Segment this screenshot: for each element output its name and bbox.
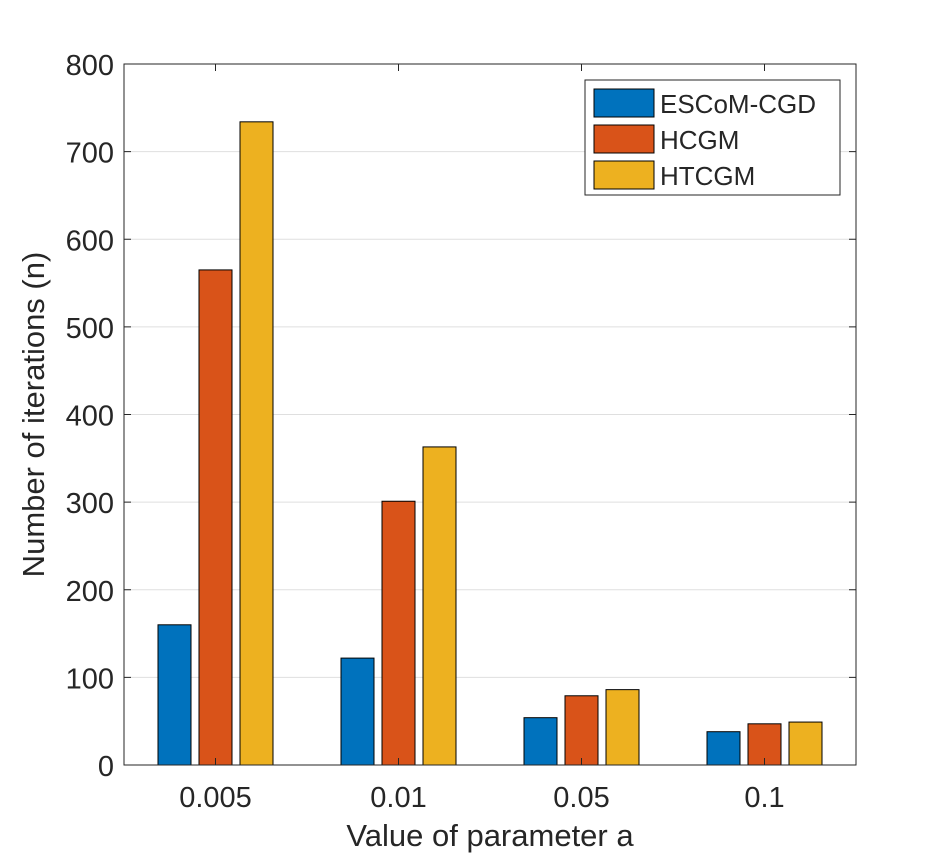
y-tick-label: 300	[66, 488, 114, 520]
x-tick-label: 0.005	[179, 782, 252, 814]
y-tick-label: 600	[66, 225, 114, 257]
y-tick-label: 800	[66, 50, 114, 82]
x-tick-label: 0.1	[744, 782, 784, 814]
bar-escom-cgd-0.1	[706, 731, 741, 766]
legend: ESCoM-CGD HCGM HTCGM	[584, 79, 841, 196]
x-tick-labels: 0.005 0.01 0.05 0.1	[179, 782, 784, 814]
y-tick-label: 0	[98, 751, 114, 783]
bar-htcgm-0.1	[788, 721, 823, 766]
bar-escom-cgd-0.01	[340, 657, 375, 766]
bar-escom-cgd-0.005	[157, 624, 192, 766]
bars	[157, 121, 823, 766]
x-tick-label: 0.05	[553, 782, 609, 814]
legend-label: HCGM	[660, 125, 739, 155]
bar-hcgm-0.005	[198, 269, 233, 766]
bar-hcgm-0.05	[564, 695, 599, 766]
axis-ticks	[124, 63, 856, 766]
legend-label: ESCoM-CGD	[660, 89, 816, 119]
bar-htcgm-0.005	[239, 121, 274, 766]
legend-label: HTCGM	[660, 161, 755, 191]
y-tick-label: 500	[66, 313, 114, 345]
y-tick-label: 400	[66, 401, 114, 433]
legend-swatch	[593, 124, 655, 154]
bar-htcgm-0.01	[422, 446, 457, 766]
y-tick-labels: 0 100 200 300 400 500 600 700 800	[66, 50, 114, 783]
y-tick-label: 100	[66, 663, 114, 695]
y-axis-label: Number of iterations (n)	[16, 252, 51, 578]
y-tick-label: 200	[66, 576, 114, 608]
x-axis-label: Value of parameter a	[346, 818, 634, 853]
y-tick-label: 700	[66, 138, 114, 170]
bar-escom-cgd-0.05	[523, 717, 558, 766]
legend-swatch	[593, 88, 655, 118]
legend-swatch	[593, 160, 655, 190]
bar-htcgm-0.05	[605, 689, 640, 766]
bar-hcgm-0.01	[381, 500, 416, 766]
x-tick-label: 0.01	[370, 782, 426, 814]
